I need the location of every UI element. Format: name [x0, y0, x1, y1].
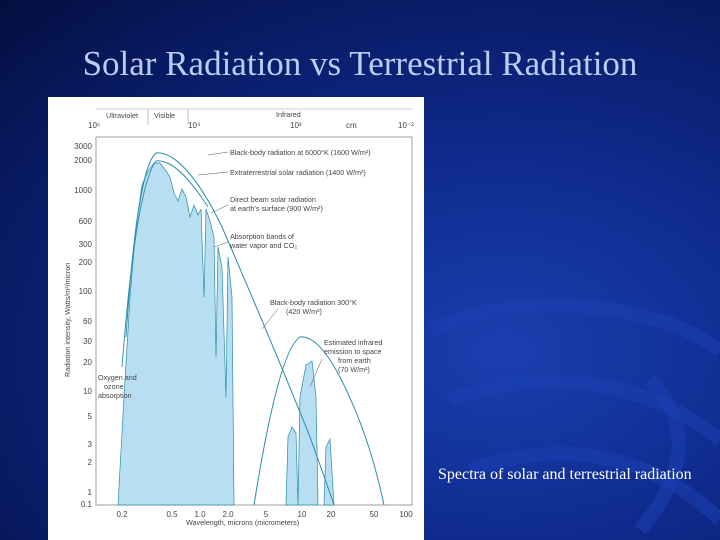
y-tick-label: 0.1 [81, 500, 93, 509]
top-tick: cm [346, 121, 357, 130]
slide-title: Solar Radiation vs Terrestrial Radiation [82, 44, 638, 83]
band-infrared: Infrared [276, 110, 301, 119]
band-visible: Visible [154, 111, 175, 120]
annotation-bb300-2: (420 W/m²) [286, 307, 322, 316]
terrestrial-ir-fill [285, 360, 335, 506]
y-tick-label: 1000 [74, 186, 92, 195]
y-tick-label: 20 [83, 358, 92, 367]
y-tick-label: 100 [79, 287, 93, 296]
band-ultraviolet: Ultraviolet [106, 111, 138, 120]
top-tick: 10³ [290, 121, 302, 130]
y-axis-label: Radiation intensity, Watts/m²/micron [63, 263, 72, 377]
x-tick-label: 100 [399, 510, 413, 519]
x-axis-label: Wavelength, microns (micrometers) [186, 518, 299, 527]
annotation-oz2: ozone [104, 382, 124, 391]
x-ticks: 0.2 0.5 1.0 2.0 5 10 20 50 100 [116, 510, 413, 519]
top-tick: 10⁴ [188, 121, 201, 130]
blackbody-6000k-curve [125, 152, 335, 506]
spectrum-chart: Ultraviolet Visible Infrared 10⁵ 10⁴ 10³… [63, 108, 414, 527]
x-tick-label: 5 [264, 510, 269, 519]
x-tick-label: 2.0 [222, 510, 234, 519]
y-tick-label: 10 [83, 387, 92, 396]
y-ticks: 3000 2000 1000 600 300 200 100 60 30 20 10 5 3 2 1 0.1 [74, 142, 92, 509]
annotation-ir4: (70 W/m²) [338, 365, 370, 374]
y-tick-label: 30 [83, 337, 92, 346]
annotation-ir2: emission to space [324, 347, 382, 356]
annotation-oz3: absorption [98, 391, 132, 400]
annotations: Black-body radiation at 6000°K (1600 W/m… [98, 148, 382, 400]
annotation-oz1: Oxygen and [98, 373, 137, 382]
annotation-ir1: Estimated infrared [324, 338, 382, 347]
y-tick-label: 3000 [74, 142, 92, 151]
annotation-direct2: at earth's surface (900 W/m²) [230, 204, 323, 213]
annotation-ir3: from earth [338, 356, 371, 365]
spectrum-figure: Ultraviolet Visible Infrared 10⁵ 10⁴ 10³… [48, 97, 424, 540]
extraterrestrial-curve [121, 160, 209, 368]
blackbody-300k-curve [253, 336, 385, 506]
y-tick-label: 200 [79, 258, 93, 267]
y-tick-label: 1 [88, 488, 93, 497]
surface-solar-fill [117, 162, 235, 506]
y-tick-label: 300 [79, 240, 93, 249]
y-tick-label: 3 [88, 440, 93, 449]
annotation-abs1: Absorption bands of [230, 232, 294, 241]
top-tick: 10⁵ [88, 121, 100, 130]
y-tick-label: 2 [88, 458, 93, 467]
y-tick-label: 5 [88, 412, 93, 421]
x-tick-label: 1.0 [194, 510, 206, 519]
figure-caption: Spectra of solar and terrestrial radiati… [438, 466, 692, 483]
x-tick-label: 0.2 [116, 510, 128, 519]
annotation-abs2: water vapor and CO₂ [229, 241, 297, 250]
x-tick-label: 50 [370, 510, 379, 519]
x-tick-label: 0.5 [166, 510, 178, 519]
x-tick-label: 20 [327, 510, 336, 519]
annotation-extraterrestrial: Extraterrestrial solar radiation (1400 W… [230, 168, 366, 177]
y-tick-label: 60 [83, 317, 92, 326]
y-tick-label: 2000 [74, 156, 92, 165]
annotation-bb6000: Black-body radiation at 6000°K (1600 W/m… [230, 148, 371, 157]
top-tick: 10⁻² [398, 121, 414, 130]
y-tick-label: 600 [79, 217, 93, 226]
annotation-direct1: Direct beam solar radiation [230, 195, 316, 204]
annotation-bb300-1: Black-body radiation 300°K [270, 298, 357, 307]
x-tick-label: 10 [298, 510, 307, 519]
